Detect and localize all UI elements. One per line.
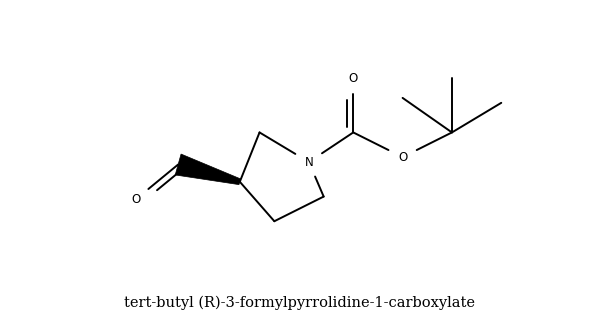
Text: O: O	[349, 72, 358, 85]
Text: O: O	[132, 192, 141, 206]
Text: N: N	[304, 156, 313, 168]
Polygon shape	[175, 154, 240, 185]
Text: O: O	[398, 151, 407, 164]
Text: tert-butyl (R)-3-formylpyrrolidine-1-carboxylate: tert-butyl (R)-3-formylpyrrolidine-1-car…	[124, 295, 474, 310]
